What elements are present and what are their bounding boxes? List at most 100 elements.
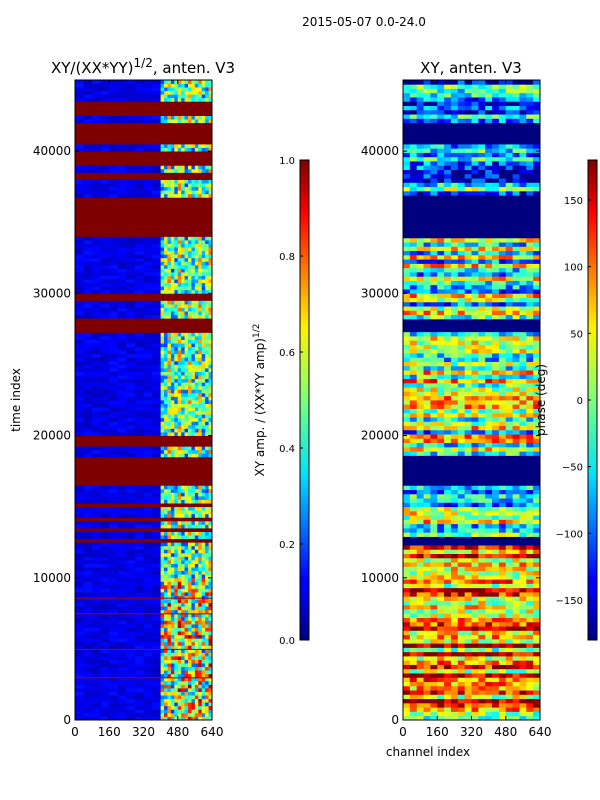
amp-cell <box>143 364 153 369</box>
phase-cell <box>526 485 534 490</box>
amp-cell <box>167 531 172 536</box>
phase-cell <box>450 609 459 614</box>
phase-cell <box>471 673 479 678</box>
amp-cell <box>134 350 144 355</box>
amp-cell <box>167 193 172 198</box>
amp-cell <box>92 87 101 92</box>
amp-cell <box>201 396 206 401</box>
amp-cell <box>188 375 192 380</box>
phase-cell <box>444 557 452 563</box>
amp-cell <box>152 272 161 276</box>
phase-cell <box>519 557 527 563</box>
amp-cell <box>109 641 119 646</box>
amp-cell <box>194 268 199 273</box>
phase-cell <box>450 570 459 576</box>
amp-cell <box>75 168 84 173</box>
amp-cell <box>75 350 84 355</box>
amp-cell <box>134 279 144 284</box>
phase-cell <box>450 664 459 670</box>
amp-cell <box>83 83 93 88</box>
amp-cell <box>184 698 189 703</box>
phase-cell <box>478 630 486 636</box>
amp-cell <box>75 506 84 511</box>
amp-cell <box>181 183 185 188</box>
amp-cell <box>167 684 172 689</box>
amp-cell <box>194 524 199 529</box>
phase-cell <box>485 570 493 576</box>
amp-cell <box>167 403 172 408</box>
phase-cell <box>492 707 500 712</box>
phase-cell <box>444 348 452 354</box>
phase-cell <box>485 707 493 712</box>
amp-cell <box>75 453 84 458</box>
amp-cell <box>117 115 127 120</box>
amp-cell <box>177 90 182 95</box>
phase-cell <box>423 643 431 648</box>
phase-cell <box>450 579 459 584</box>
phase-cell <box>423 553 431 559</box>
amp-cell <box>205 261 209 266</box>
phase-cell <box>533 647 541 653</box>
amp-cell <box>184 499 189 504</box>
amp-cell <box>198 119 203 124</box>
amp-cell <box>174 656 179 660</box>
amp-cell <box>126 513 136 518</box>
amp-cell <box>177 609 182 614</box>
phase-cell <box>416 592 424 597</box>
amp-cell <box>109 371 119 376</box>
amp-cell <box>100 684 110 689</box>
amp-cell <box>109 193 119 198</box>
amp-cell <box>184 119 189 124</box>
amp-cell <box>167 119 172 124</box>
phase-cell <box>464 451 472 456</box>
amp-cell <box>160 357 165 362</box>
phase-cell <box>450 387 459 392</box>
phase-cell <box>416 685 424 691</box>
phase-cell <box>492 523 500 529</box>
amp-cell <box>160 87 165 92</box>
amp-cell <box>191 673 196 678</box>
phase-cell <box>533 446 541 452</box>
phase-cell <box>526 361 534 367</box>
amp-cell <box>126 634 136 639</box>
amp-cell <box>92 453 101 458</box>
amp-cell <box>160 257 165 262</box>
amp-cell <box>170 698 175 703</box>
amp-cell <box>92 385 101 390</box>
amp-cell <box>100 364 110 369</box>
amp-cell <box>164 570 168 575</box>
phase-cell <box>416 425 424 431</box>
amp-cell <box>100 424 110 429</box>
amp-cell <box>109 165 119 170</box>
amp-cell <box>164 485 168 490</box>
phase-cell <box>526 528 534 533</box>
amp-cell <box>164 193 168 198</box>
amp-cell <box>152 524 161 529</box>
amp-cell <box>100 300 110 305</box>
amp-cell <box>126 496 136 500</box>
amp-cell <box>191 343 196 348</box>
phase-cell <box>437 446 445 452</box>
amp-cell <box>100 428 110 433</box>
amp-cell <box>164 542 168 547</box>
phase-cell <box>450 434 459 439</box>
amp-cell <box>201 307 206 312</box>
phase-cell <box>485 587 493 593</box>
amp-cell <box>160 705 165 710</box>
phase-cell <box>519 617 527 623</box>
amp-cell <box>170 496 175 500</box>
amp-cell <box>126 371 136 376</box>
amp-cell <box>92 432 101 436</box>
amp-cell <box>134 385 144 390</box>
amp-cell <box>134 709 144 714</box>
amp-cell <box>117 343 127 348</box>
amp-cell <box>92 563 101 568</box>
phase-cell <box>533 685 541 691</box>
amp-cell <box>92 659 101 664</box>
amp-cell <box>152 560 161 564</box>
amp-x-ticks: 0 160 320 480 640 <box>71 80 223 739</box>
amp-cell <box>100 389 110 394</box>
amp-cell <box>134 570 144 575</box>
amp-cell <box>134 652 144 657</box>
phase-cell <box>485 425 493 431</box>
